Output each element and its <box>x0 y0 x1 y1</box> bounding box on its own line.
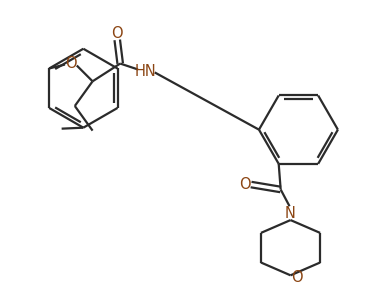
Text: O: O <box>291 270 302 285</box>
Text: N: N <box>285 206 296 221</box>
Text: O: O <box>65 56 77 71</box>
Text: HN: HN <box>135 64 157 79</box>
Text: O: O <box>111 26 123 41</box>
Text: O: O <box>239 177 251 192</box>
